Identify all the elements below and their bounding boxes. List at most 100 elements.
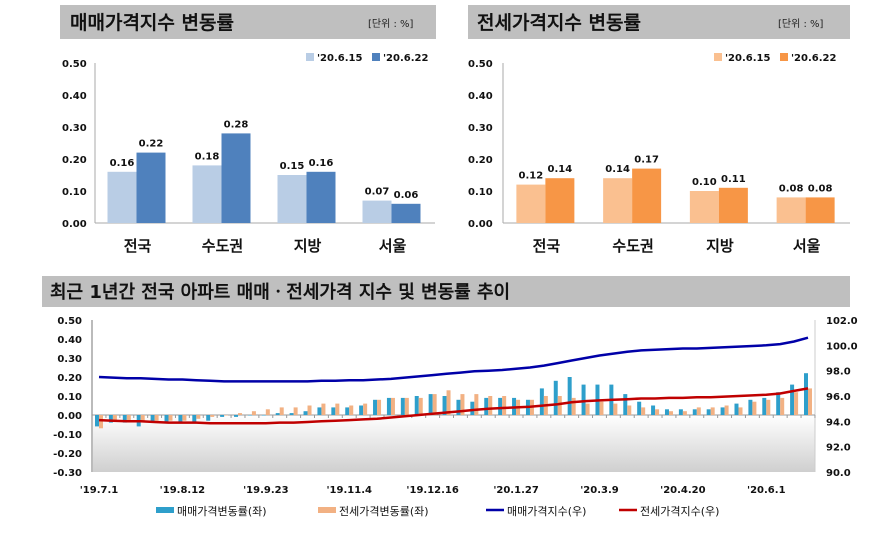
legend-swatch: [780, 53, 788, 61]
sale-change-bar: [678, 409, 683, 415]
bar: [545, 178, 575, 223]
jeonse-change-bar: [794, 392, 799, 415]
right-y-tick-label: 102.0: [826, 316, 858, 327]
category-label: 지방: [706, 237, 734, 255]
data-label: 0.08: [808, 183, 833, 194]
trend-chart-title-bar: [42, 276, 850, 307]
jeonse-change-bar: [168, 415, 173, 421]
jeonse-change-bar: [599, 401, 604, 415]
x-tick-label: '20.3.9: [580, 485, 619, 496]
sale-chart-title-bar: [60, 5, 436, 39]
bar: [391, 203, 421, 223]
jeonse-change-bar: [238, 413, 243, 415]
sale-change-bar: [456, 399, 461, 415]
sale-change-bar: [428, 394, 433, 415]
jeonse-change-bar: [474, 394, 479, 415]
jeonse-change-bar: [404, 397, 409, 415]
right-y-tick-label: 90.0: [826, 468, 851, 479]
sale-change-bar: [539, 388, 544, 415]
data-label: 0.18: [195, 151, 220, 162]
sale-change-bar: [692, 409, 697, 415]
data-label: 0.16: [309, 158, 334, 169]
legend-label: 매매가격지수(우): [507, 505, 586, 518]
sale-change-bar: [192, 415, 197, 423]
sale-change-bar: [373, 399, 378, 415]
jeonse-change-bar: [363, 403, 368, 415]
jeonse-change-bar: [349, 405, 354, 415]
jeonse-change-bar: [279, 407, 284, 415]
jeonse-change-bar: [724, 405, 729, 415]
x-tick-label: '19.12.16: [406, 485, 458, 496]
sale-change-bar: [108, 415, 113, 423]
jeonse-change-bar: [668, 411, 673, 415]
bar: [277, 175, 307, 223]
bar: [718, 187, 748, 223]
y-tick-label: 0.20: [468, 155, 493, 166]
jeonse-change-bar: [335, 403, 340, 415]
sale-index-line: [98, 336, 809, 383]
jeonse-change-bar: [126, 415, 131, 421]
sale-change-bar: [637, 401, 642, 415]
sale-change-bar-chart: 0.00 0.10 0.20 0.30 0.40 0.50 0.16 0.22 전국 0.18 0.…: [62, 53, 435, 255]
jeonse-change-bar: [571, 397, 576, 415]
x-tick-label: '20.4.20: [660, 485, 705, 496]
legend-label: 전세가격변동률(좌): [339, 505, 429, 518]
sale-change-bar: [95, 415, 99, 427]
sale-change-bar: [303, 411, 308, 415]
jeonse-change-bar: [696, 407, 701, 415]
legend-label: '20.6.15: [725, 53, 770, 64]
left-y-tick-label: -0.20: [53, 449, 82, 460]
jeonse-change-bar: [293, 407, 298, 415]
category-label: 수도권: [612, 237, 653, 255]
y-tick-label: 0.50: [468, 59, 493, 70]
jeonse-change-bar: [752, 401, 757, 415]
bar: [776, 197, 806, 223]
x-tick-label: '20.6.1: [747, 485, 786, 496]
jeonse-change-bar: [585, 403, 590, 415]
right-y-tick-label: 100.0: [826, 341, 858, 352]
data-label: 0.22: [139, 139, 164, 150]
sale-change-bar: [664, 409, 669, 415]
bar: [805, 197, 835, 223]
legend-swatch: [372, 53, 380, 61]
jeonse-change-bar: [321, 403, 326, 415]
jeonse-change-bar: [613, 403, 618, 415]
left-y-tick-label: 0.30: [57, 354, 82, 365]
legend-swatch: [714, 53, 722, 61]
bar: [362, 200, 392, 223]
y-tick-label: 0.00: [468, 219, 493, 230]
left-y-tick-label: 0.00: [57, 411, 82, 422]
right-y-tick-label: 98.0: [826, 367, 851, 378]
left-y-tick-label: 0.20: [57, 373, 82, 384]
jeonse-change-bar: [557, 396, 562, 415]
jeonse-change-bar: [780, 397, 785, 415]
data-label: 0.12: [519, 171, 544, 182]
left-y-tick-label: -0.30: [53, 468, 82, 479]
sale-chart-unit: [단위 : %]: [368, 17, 414, 30]
data-label: 0.10: [692, 177, 717, 188]
y-tick-label: 0.30: [62, 123, 87, 134]
jeonse-change-bar: [224, 415, 229, 416]
jeonse-change-bar: [808, 388, 812, 415]
trend-combo-chart: -0.30 -0.20 -0.10 0.00 0.10 0.20 0.30 0.40 0.50 9…: [53, 316, 858, 518]
data-label: 0.16: [110, 158, 135, 169]
sale-change-bar: [776, 392, 781, 415]
bar: [516, 184, 546, 223]
sale-change-bar: [623, 394, 628, 415]
sale-change-bar: [400, 397, 405, 415]
jeonse-change-bar: [251, 411, 256, 415]
plot-negative-area: [92, 415, 815, 472]
sale-change-bar: [178, 415, 183, 423]
jeonse-change-bar: [682, 411, 687, 415]
y-tick-label: 0.50: [62, 59, 87, 70]
legend-swatch: [156, 507, 174, 513]
category-label: 전국: [533, 237, 561, 255]
sale-change-bar: [331, 407, 336, 415]
right-y-tick-label: 94.0: [826, 417, 851, 428]
sale-change-bar: [234, 415, 239, 417]
jeonse-change-bar-chart: 0.00 0.10 0.20 0.30 0.40 0.50 0.12 0.14 전국 0.14 0.…: [468, 53, 850, 255]
data-label: 0.17: [634, 155, 659, 166]
legend-swatch: [318, 507, 336, 513]
jeonse-chart-title-bar: [468, 5, 850, 39]
y-tick-label: 0.40: [468, 91, 493, 102]
